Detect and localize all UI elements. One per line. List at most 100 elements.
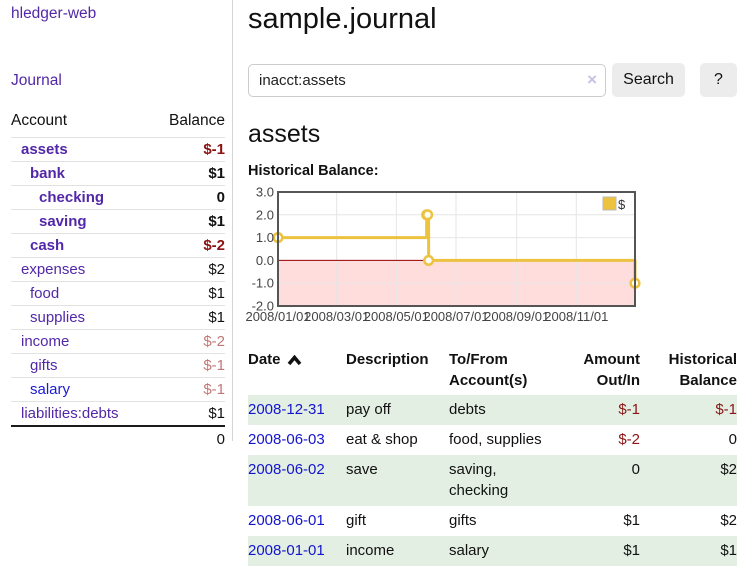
transaction-amount: $-2	[618, 431, 640, 448]
transaction-balance: $1	[720, 542, 737, 559]
transaction-date-link[interactable]: 2008-06-01	[248, 512, 325, 529]
account-row: assets $-1	[11, 137, 225, 162]
transaction-description: save	[346, 461, 378, 478]
transaction-balance: 0	[728, 431, 737, 448]
account-link-gifts[interactable]: gifts	[30, 357, 58, 374]
search-form: × Search ?	[248, 63, 742, 97]
accounts-table: Account Balance assets $-1 bank $1 checkin…	[11, 110, 225, 451]
account-balance: $-2	[203, 333, 225, 350]
nav-journal-link[interactable]: Journal	[11, 72, 62, 89]
legend-swatch	[602, 196, 617, 211]
transaction-amount: 0	[631, 461, 640, 478]
x-tick-label: 2008/07/01	[423, 309, 488, 324]
account-balance: $1	[208, 285, 225, 302]
transaction-date-link[interactable]: 2008-01-01	[248, 542, 325, 559]
transaction-description: gift	[346, 512, 367, 529]
account-row: liabilities:debts $1	[11, 401, 225, 427]
account-link-liabilities-debts[interactable]: liabilities:debts	[21, 405, 119, 422]
search-help-button[interactable]: ?	[700, 63, 737, 97]
account-link-cash[interactable]: cash	[30, 237, 65, 254]
account-link-bank[interactable]: bank	[30, 165, 66, 182]
y-tick-label: -1.0	[252, 276, 274, 291]
data-point-marker	[423, 254, 435, 266]
transaction-balance: $2	[720, 512, 737, 529]
register-header-description: Description	[346, 351, 429, 368]
account-row: checking 0	[11, 185, 225, 210]
account-row: food $1	[11, 281, 225, 306]
account-row: supplies $1	[11, 305, 225, 330]
account-balance: 0	[216, 189, 225, 206]
account-balance: $1	[208, 405, 225, 422]
account-link-food[interactable]: food	[30, 285, 60, 302]
accounts-total-row: 0	[11, 425, 225, 451]
account-row: expenses $2	[11, 257, 225, 282]
account-balance: $1	[208, 165, 225, 182]
transaction-balance: $-1	[715, 401, 737, 418]
plot-frame	[277, 191, 636, 307]
transaction-accounts: salary	[449, 542, 490, 559]
transaction-accounts: food, supplies	[449, 431, 542, 448]
account-row: bank $1	[11, 161, 225, 186]
register-row: 2008-06-01 gift gifts $1 $2	[248, 506, 737, 536]
app-brand-link[interactable]: hledger-web	[11, 5, 97, 22]
register-row: 2008-01-01 income salary $1 $1	[248, 536, 737, 566]
account-link-supplies[interactable]: supplies	[30, 309, 86, 326]
y-tick-label: 0.0	[256, 253, 274, 268]
register-header-date[interactable]: Date	[248, 351, 281, 368]
account-link-assets[interactable]: assets	[21, 141, 68, 158]
transaction-date-link[interactable]: 2008-06-03	[248, 431, 325, 448]
historical-balance-chart: $3.0 2.0 1.0 0.0 -1.0 -2.02008/01/012008/03/0…	[245, 185, 641, 324]
account-link-expenses[interactable]: expenses	[21, 261, 86, 278]
register-header-accounts: To/From Account(s)	[449, 351, 528, 389]
sidebar: hledger-web Journal Account Balance asse…	[0, 0, 233, 451]
account-row: saving $1	[11, 209, 225, 234]
legend-label: $	[618, 197, 626, 212]
y-tick-label: 3.0	[256, 185, 274, 200]
x-tick-label: 2008/11/01	[544, 309, 608, 324]
account-balance: $-1	[203, 357, 225, 374]
transaction-date-link[interactable]: 2008-06-02	[248, 461, 325, 478]
main-content: sample.journal × Search ? assets Histori…	[245, 0, 742, 566]
register-header-amount: Amount Out/In	[583, 351, 640, 389]
account-link-checking[interactable]: checking	[39, 189, 105, 206]
account-row: cash $-2	[11, 233, 225, 258]
account-link-saving[interactable]: saving	[39, 213, 87, 230]
account-balance: $1	[208, 309, 225, 326]
y-tick-label: -2.0	[252, 299, 274, 314]
accounts-total-balance: 0	[151, 425, 225, 451]
account-balance: $-2	[203, 237, 225, 254]
register-row: 2008-12-31 pay off debts $-1 $-1	[248, 395, 737, 425]
x-tick-label: 2008/05/01	[364, 309, 429, 324]
x-tick-label: 2008/01/01	[245, 309, 310, 324]
register-row: 2008-06-03 eat & shop food, supplies $-2…	[248, 425, 737, 455]
account-row: income $-2	[11, 329, 225, 354]
account-row: gifts $-1	[11, 353, 225, 378]
clear-search-icon[interactable]: ×	[587, 70, 597, 89]
y-tick-label: 1.0	[256, 230, 274, 245]
register-header-balance: Historical Balance	[668, 351, 737, 389]
account-link-salary[interactable]: salary	[30, 381, 71, 398]
transaction-accounts: saving, checking	[449, 461, 509, 499]
data-point-marker	[422, 209, 434, 221]
account-balance: $2	[208, 261, 225, 278]
account-link-income[interactable]: income	[21, 333, 70, 350]
transaction-accounts: debts	[449, 401, 486, 418]
x-tick-label: 2008/09/01	[484, 309, 549, 324]
transaction-date-link[interactable]: 2008-12-31	[248, 401, 325, 418]
sort-ascending-icon[interactable]	[287, 354, 302, 366]
transaction-amount: $1	[623, 542, 640, 559]
accounts-header-balance: Balance	[168, 112, 225, 129]
account-balance: $-1	[203, 381, 225, 398]
register-row: 2008-06-02 save saving, checking 0 $2	[248, 455, 737, 506]
transaction-description: eat & shop	[346, 431, 418, 448]
transaction-amount: $-1	[618, 401, 640, 418]
transaction-amount: $1	[623, 512, 640, 529]
account-balance: $1	[208, 213, 225, 230]
y-tick-label: 2.0	[256, 207, 274, 222]
register-table: Date Description To/From Account(s) Amou…	[248, 347, 737, 566]
transaction-balance: $2	[720, 461, 737, 478]
transaction-accounts: gifts	[449, 512, 477, 529]
search-input[interactable]	[248, 64, 606, 97]
search-button[interactable]: Search	[612, 63, 685, 97]
page-title: sample.journal	[248, 3, 437, 35]
